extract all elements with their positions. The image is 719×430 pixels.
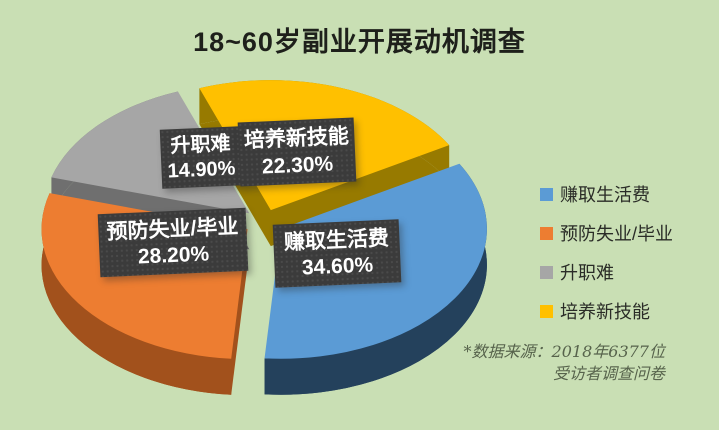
data-label-percent: 28.20% (137, 242, 210, 269)
legend-swatch-blue-icon (540, 187, 553, 201)
pie-slice-预防失业/毕业-rim (41, 193, 232, 395)
data-source-footnote: *数据来源：2018年6377位 受访者调查问卷 (464, 341, 665, 385)
footnote-line1: *数据来源：2018年6377位 (463, 342, 665, 361)
legend-swatch-orange-icon (540, 226, 553, 240)
legend-label: 升职难 (560, 263, 614, 283)
data-label-percent: 14.90% (167, 157, 236, 183)
legend-item-promotion: 升职难 (540, 259, 673, 285)
legend-item-living-expenses: 赚取生活费 (540, 181, 673, 207)
legend: 赚取生活费 预防失业/毕业 升职难 培养新技能 (540, 181, 673, 324)
chart-title: 18~60岁副业开展动机调查 (193, 27, 526, 57)
data-label-name: 培养新技能 (243, 125, 350, 153)
legend-swatch-yellow-icon (540, 304, 553, 318)
data-label-unemployment: 预防失业/毕业 28.20% (97, 207, 249, 278)
legend-label: 预防失业/毕业 (560, 224, 674, 244)
data-label-name: 预防失业/毕业 (106, 215, 239, 244)
legend-label: 赚取生活费 (560, 185, 650, 205)
data-label-living-expenses: 赚取生活费 34.60% (272, 219, 402, 288)
data-label-new-skills: 培养新技能 22.30% (237, 117, 357, 187)
pie-slice-赚取生活费-rim (264, 163, 487, 395)
legend-label: 培养新技能 (560, 302, 650, 322)
legend-item-unemployment: 预防失业/毕业 (540, 220, 673, 246)
data-label-percent: 22.30% (261, 151, 334, 179)
footnote-line2: 受访者调查问卷 (552, 364, 665, 383)
data-label-name: 赚取生活费 (283, 226, 390, 255)
data-label-name: 升职难 (170, 132, 231, 158)
data-label-percent: 34.60% (301, 253, 374, 280)
legend-item-new-skills: 培养新技能 (540, 298, 673, 324)
legend-swatch-gray-icon (540, 265, 553, 279)
data-label-promotion: 升职难 14.90% (159, 126, 243, 189)
